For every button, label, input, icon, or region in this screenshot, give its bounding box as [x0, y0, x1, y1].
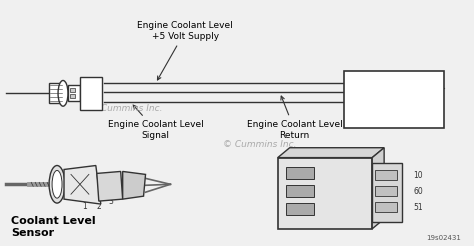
Bar: [80, 77, 102, 110]
Bar: [372, 163, 402, 222]
Polygon shape: [278, 148, 384, 158]
Bar: [278, 158, 372, 229]
Text: 2: 2: [96, 201, 101, 211]
Bar: [375, 202, 397, 212]
Text: 28: 28: [362, 87, 374, 97]
Text: ECM: ECM: [377, 74, 411, 88]
Ellipse shape: [49, 166, 65, 203]
Bar: [286, 185, 313, 197]
Polygon shape: [97, 171, 123, 201]
Text: 2: 2: [91, 88, 95, 97]
Bar: [375, 170, 397, 180]
Text: 51: 51: [413, 202, 423, 212]
Text: 10: 10: [413, 171, 423, 180]
Text: 60: 60: [413, 187, 423, 196]
Ellipse shape: [58, 80, 68, 106]
Text: 1: 1: [82, 201, 87, 211]
Text: Engine Coolant Level
Signal: Engine Coolant Level Signal: [108, 105, 203, 140]
Text: 1: 1: [91, 98, 95, 107]
Text: 32: 32: [362, 97, 374, 107]
Bar: [345, 71, 444, 128]
Polygon shape: [123, 171, 146, 199]
Bar: [49, 83, 63, 103]
Text: © Cummins Inc.: © Cummins Inc.: [89, 104, 163, 113]
Bar: [70, 88, 75, 92]
Text: 19s02431: 19s02431: [426, 235, 461, 241]
Bar: [68, 85, 80, 101]
Text: Engine Coolant Level
Return: Engine Coolant Level Return: [247, 96, 343, 140]
Text: 21: 21: [362, 78, 374, 89]
Text: Coolant Level
Sensor: Coolant Level Sensor: [11, 216, 96, 238]
Bar: [286, 203, 313, 215]
Polygon shape: [64, 166, 101, 204]
Text: © Cummins Inc.: © Cummins Inc.: [223, 140, 297, 149]
Bar: [375, 186, 397, 196]
Text: 3: 3: [91, 79, 95, 88]
Bar: [286, 168, 313, 179]
Ellipse shape: [52, 170, 62, 198]
Text: Engine Coolant Level
+5 Volt Supply: Engine Coolant Level +5 Volt Supply: [137, 21, 233, 80]
Bar: [70, 94, 75, 98]
Text: 3: 3: [108, 197, 113, 206]
Polygon shape: [372, 148, 384, 229]
